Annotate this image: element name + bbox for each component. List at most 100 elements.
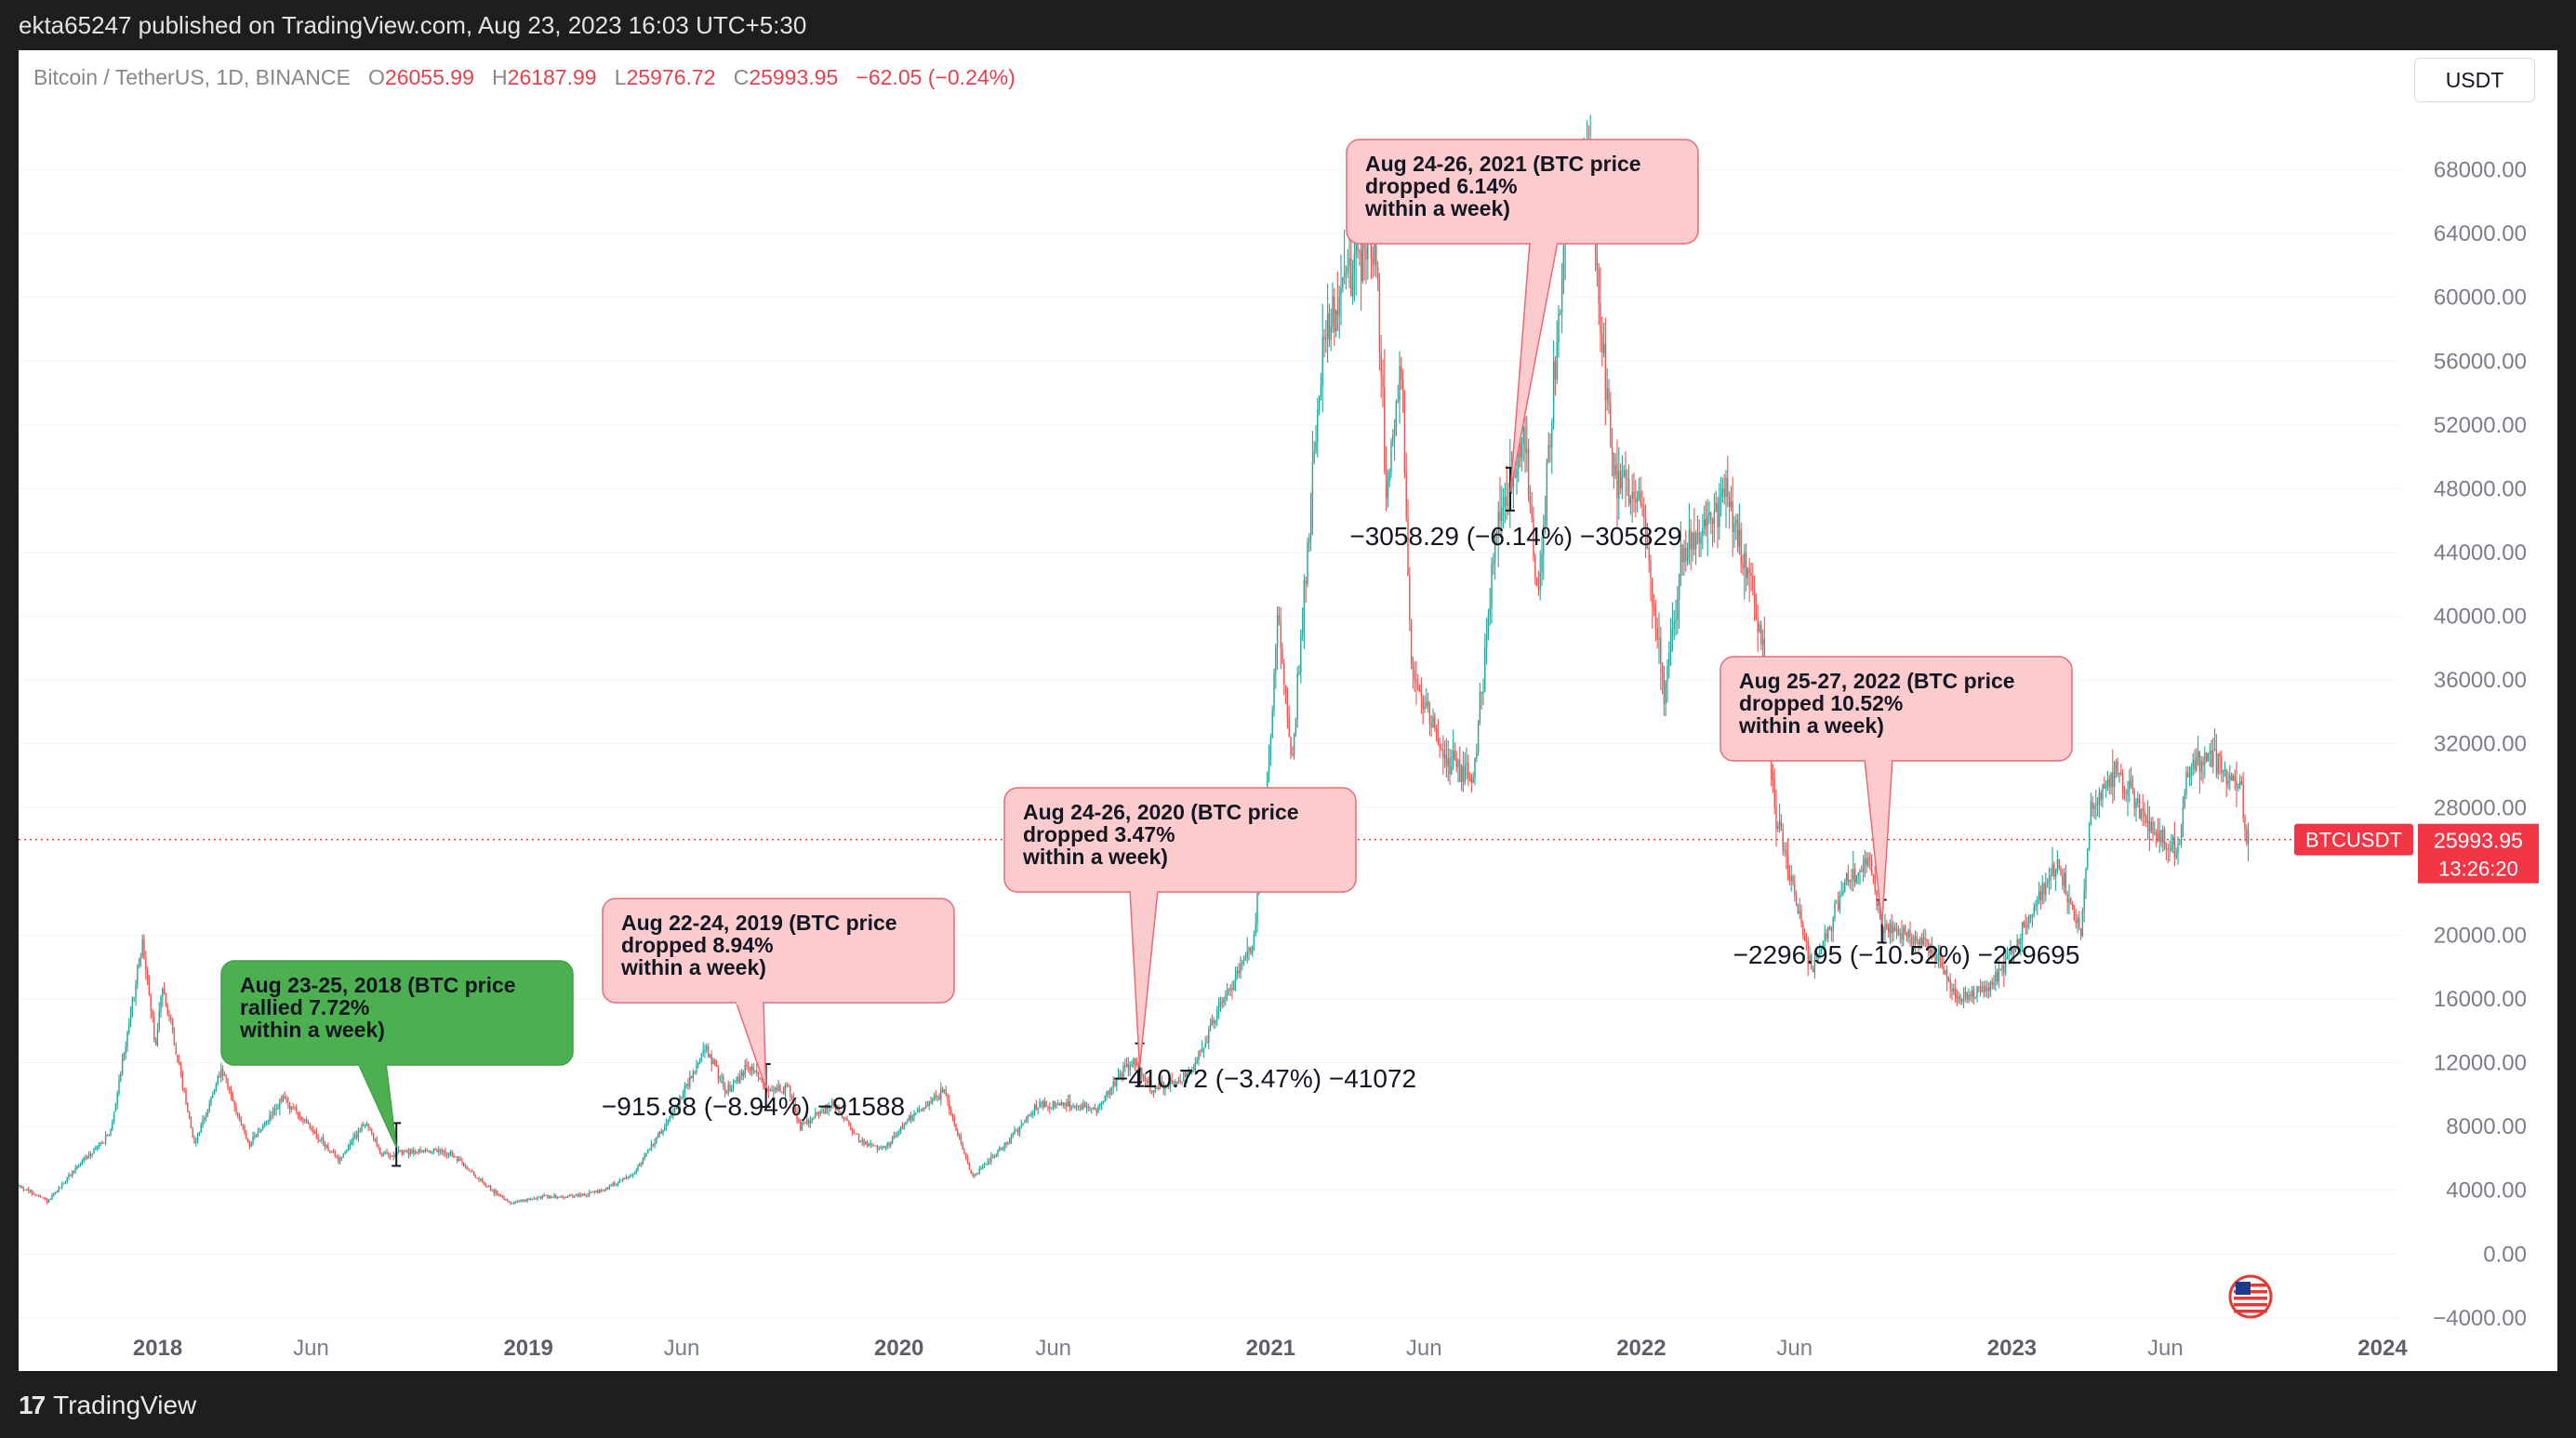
x-tick-label: Jun [1035,1336,1071,1361]
candle-body [1621,476,1624,488]
candle-body [968,1162,971,1170]
candle-body [120,1073,122,1081]
candle-body [1857,872,1859,877]
candle-body [1430,724,1432,727]
candle-body [799,1121,802,1130]
candle-body [1171,1080,1173,1084]
candle-body [2087,849,2089,869]
candle-body [1680,544,1682,575]
candle-body [1887,926,1890,933]
candle-body [311,1127,312,1131]
candle-body [503,1197,505,1200]
candle-body [1638,491,1640,498]
candle-body [855,1133,856,1135]
us-flag-icon[interactable] [2228,1274,2273,1319]
candle-body [1202,1047,1205,1049]
candle-body [1970,994,1972,997]
candle-body [1526,448,1528,454]
candle-body [1663,672,1666,704]
candle-body [137,965,139,985]
currency-button[interactable]: USDT [2414,58,2535,102]
candle-body [1231,988,1233,990]
candle-body [951,1113,954,1118]
candle-body [2198,752,2201,773]
candle-body [418,1149,419,1152]
tradingview-logo[interactable]: 17 TradingView [19,1390,196,1421]
candle-body [1675,619,1677,622]
candle-body [1608,388,1610,405]
candle-body [1929,949,1932,954]
candle-body [1627,478,1630,504]
candle-body [2182,806,2184,826]
candle-body [796,1112,798,1120]
candle-body [2196,756,2198,770]
candle-body [543,1194,545,1196]
candle-body [1236,970,1239,976]
candle-body [1273,672,1275,711]
candle-body [1945,970,1948,980]
candle-body [1428,706,1431,725]
candle-body [1487,615,1490,635]
candle-body [1445,754,1448,766]
candle-body [1640,491,1641,505]
candle-body [70,1174,72,1176]
candle-body [882,1146,883,1148]
candle-body [1901,933,1903,940]
candle-body [2146,820,2149,823]
candle-body [135,984,137,998]
candle-body [553,1194,555,1198]
candle-body [1991,981,1993,985]
candle-body [1928,942,1930,954]
candle-body [2062,875,2064,886]
candle-body [394,1154,396,1157]
candle-body [2121,774,2124,791]
candle-body [739,1076,741,1083]
candle-body [2118,772,2120,775]
candle-body [763,1081,764,1088]
candle-body [1522,427,1524,444]
candle-body [1454,751,1456,759]
candle-body [2123,790,2126,794]
candle-body [1549,445,1551,447]
candle-body [76,1165,78,1169]
candle-body [754,1070,756,1072]
candle-body [1246,951,1248,958]
price-axis[interactable]: 68000.00 64000.00 60000.00 56000.00 52000.00… [2433,158,2527,1331]
candle-body [409,1149,411,1155]
candle-body [1811,954,1812,969]
candle-body [841,1112,843,1117]
time-axis[interactable]: 2018 Jun 2019 Jun 2020 Jun 2021 Jun 2022 Jun 2023 J… [133,1336,2408,1361]
candle-body [166,1005,168,1015]
callout-text: dropped 8.94% [621,933,774,957]
candle-body [374,1138,377,1139]
candle-body [1727,477,1729,498]
publish-line: ekta65247 published on TradingView.com, … [19,11,807,39]
candle-body [183,1088,185,1091]
candle-body [1122,1065,1124,1078]
candle-body [319,1139,321,1141]
candle-body [999,1148,1001,1152]
candle-body [801,1122,803,1130]
candle-body [2014,947,2017,952]
chart-area[interactable]: −915.88 (−8.94%) −91588 −410.72 (−3.47%) … [19,50,2557,1371]
candle-body [230,1089,232,1097]
symbol-tag-label: BTCUSDT [2305,829,2402,852]
candle-body [1192,1069,1195,1071]
candle-body [1924,937,1926,939]
candle-body [898,1131,900,1135]
candle-body [195,1140,197,1143]
candle-body [1529,496,1532,505]
candle-body [1238,970,1240,974]
candle-body [2205,752,2208,761]
candle-body [347,1145,350,1151]
price-chart[interactable]: −915.88 (−8.94%) −91588 −410.72 (−3.47%) … [19,50,2557,1371]
candle-body [49,1199,51,1201]
candle-body [202,1119,204,1125]
candle-body [1482,691,1484,694]
symbol-name[interactable]: Bitcoin / TetherUS, 1D, BINANCE [33,65,351,89]
